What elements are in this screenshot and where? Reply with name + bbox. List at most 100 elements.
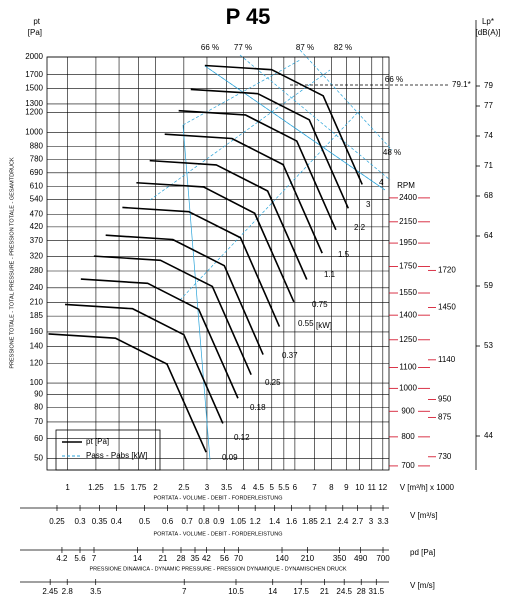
x-tick-label: 1.75 xyxy=(131,483,147,492)
rpm-mark-label: 1450 xyxy=(438,303,456,312)
rpm-mark-label: 1720 xyxy=(438,265,456,274)
secondary-tick-label: 0.8 xyxy=(198,517,210,526)
secondary-tick-label: 10.5 xyxy=(228,587,244,596)
secondary-tick-label: 56 xyxy=(220,554,229,563)
secondary-tick-label: 3.5 xyxy=(90,587,102,596)
secondary-tick-label: 1.2 xyxy=(250,517,262,526)
secondary-tick-label: 700 xyxy=(376,554,390,563)
guide-line xyxy=(179,109,361,301)
secondary-tick-label: 7 xyxy=(92,554,97,563)
rpm-tick-label: 1000 xyxy=(399,383,417,392)
legend-label: pt [Pa] xyxy=(86,437,109,446)
fan-curve xyxy=(48,333,207,453)
secondary-tick-label: 1.85 xyxy=(302,517,318,526)
y-tick-label: 690 xyxy=(30,168,44,177)
y-tick-label: 610 xyxy=(30,181,44,190)
secondary-tick-label: 0.7 xyxy=(182,517,194,526)
y-tick-label: 2000 xyxy=(25,52,43,61)
y-tick-label: 50 xyxy=(34,454,43,463)
x-axis-title: PORTATA - VOLUME - DEBIT - FORDERLEISTUN… xyxy=(153,495,282,501)
y-tick-label: 70 xyxy=(34,417,43,426)
rpm-tick-label: 900 xyxy=(401,406,415,415)
secondary-tick-label: 2.4 xyxy=(337,517,349,526)
secondary-axis-label: V [m/s] xyxy=(410,581,435,590)
lp-tick-label: 68 xyxy=(484,191,493,200)
y-tick-label: 80 xyxy=(34,402,43,411)
fan-curve xyxy=(204,64,363,185)
y-tick-label: 60 xyxy=(34,434,43,443)
power-label: 0.37 xyxy=(282,351,298,360)
secondary-tick-label: 0.25 xyxy=(49,517,65,526)
x-tick-label: 3.5 xyxy=(221,483,233,492)
secondary-tick-label: 0.6 xyxy=(162,517,174,526)
y-label: pt xyxy=(33,17,40,26)
secondary-tick-label: 2.8 xyxy=(62,587,74,596)
y-tick-label: 240 xyxy=(30,283,44,292)
x-tick-label: 3 xyxy=(205,483,210,492)
efficiency-label: 48 % xyxy=(383,148,401,157)
fan-curve xyxy=(178,109,337,231)
x-tick-label: 1.25 xyxy=(88,483,104,492)
efficiency-label: 87 % xyxy=(296,43,314,52)
secondary-tick-label: 140 xyxy=(275,554,289,563)
secondary-tick-label: 0.35 xyxy=(92,517,108,526)
rpm-mark-label: 1140 xyxy=(438,355,456,364)
y-tick-label: 370 xyxy=(30,236,44,245)
rpm-tick-label: 1250 xyxy=(399,335,417,344)
power-label: 0.55 xyxy=(298,319,314,328)
secondary-tick-label: 1.05 xyxy=(231,517,247,526)
power-label: 2.2 xyxy=(354,223,366,232)
legend-label: Pass - Pabs [kW] xyxy=(86,451,147,460)
x-tick-label: 4 xyxy=(241,483,246,492)
y-tick-label: 140 xyxy=(30,342,44,351)
y-tick-label: 780 xyxy=(30,155,44,164)
y-tick-label: 210 xyxy=(30,297,44,306)
secondary-tick-label: 2.1 xyxy=(320,517,332,526)
secondary-axis-label: V [m³/s] xyxy=(410,511,438,520)
power-label: 0.12 xyxy=(234,433,250,442)
x-tick-label: 4.5 xyxy=(253,483,265,492)
y-tick-label: 470 xyxy=(30,210,44,219)
power-label: 1.1 xyxy=(324,270,336,279)
lp-tick-label: 79 xyxy=(484,81,493,90)
lp-tick-label: 71 xyxy=(484,161,493,170)
secondary-tick-label: 0.3 xyxy=(74,517,86,526)
secondary-axis-label: pd [Pa] xyxy=(410,548,435,557)
efficiency-label: 66 % xyxy=(385,75,403,84)
power-label: 1.5 xyxy=(338,250,350,259)
y-tick-label: 160 xyxy=(30,327,44,336)
guide-line xyxy=(239,54,391,181)
fan-curve xyxy=(164,133,323,254)
legend-box xyxy=(55,429,161,471)
power-label: 0.09 xyxy=(222,453,238,462)
secondary-tick-label: 0.9 xyxy=(213,517,225,526)
secondary-tick-label: 28 xyxy=(357,587,366,596)
y-unit: [Pa] xyxy=(28,28,42,37)
secondary-tick-label: 35 xyxy=(191,554,200,563)
rpm-tick-label: 2400 xyxy=(399,193,417,202)
secondary-tick-label: 14 xyxy=(268,587,277,596)
secondary-tick-label: 3.3 xyxy=(377,517,389,526)
secondary-tick-label: 210 xyxy=(301,554,315,563)
efficiency-label: 77 % xyxy=(234,43,252,52)
y-tick-label: 185 xyxy=(30,311,44,320)
guide-line xyxy=(149,69,331,201)
y-tick-label: 90 xyxy=(34,390,43,399)
y-tick-label: 320 xyxy=(30,252,44,261)
secondary-tick-label: 28 xyxy=(177,554,186,563)
rpm-mark-label: 730 xyxy=(438,452,452,461)
secondary-tick-label: 0.5 xyxy=(139,517,151,526)
rpm-tick-label: 1750 xyxy=(399,262,417,271)
lp-tick-label: 74 xyxy=(484,131,493,140)
rpm-tick-label: 1550 xyxy=(399,288,417,297)
power-unit: [kW] xyxy=(316,321,332,330)
lp-annotation: 79.1* xyxy=(452,80,471,89)
y-tick-label: 880 xyxy=(30,141,44,150)
x-tick-label: 1.5 xyxy=(113,483,125,492)
efficiency-label: 66 % xyxy=(201,43,219,52)
lp-tick-label: 64 xyxy=(484,231,493,240)
guide-line xyxy=(182,124,211,461)
guide-line xyxy=(299,49,393,151)
secondary-tick-label: 7 xyxy=(182,587,187,596)
